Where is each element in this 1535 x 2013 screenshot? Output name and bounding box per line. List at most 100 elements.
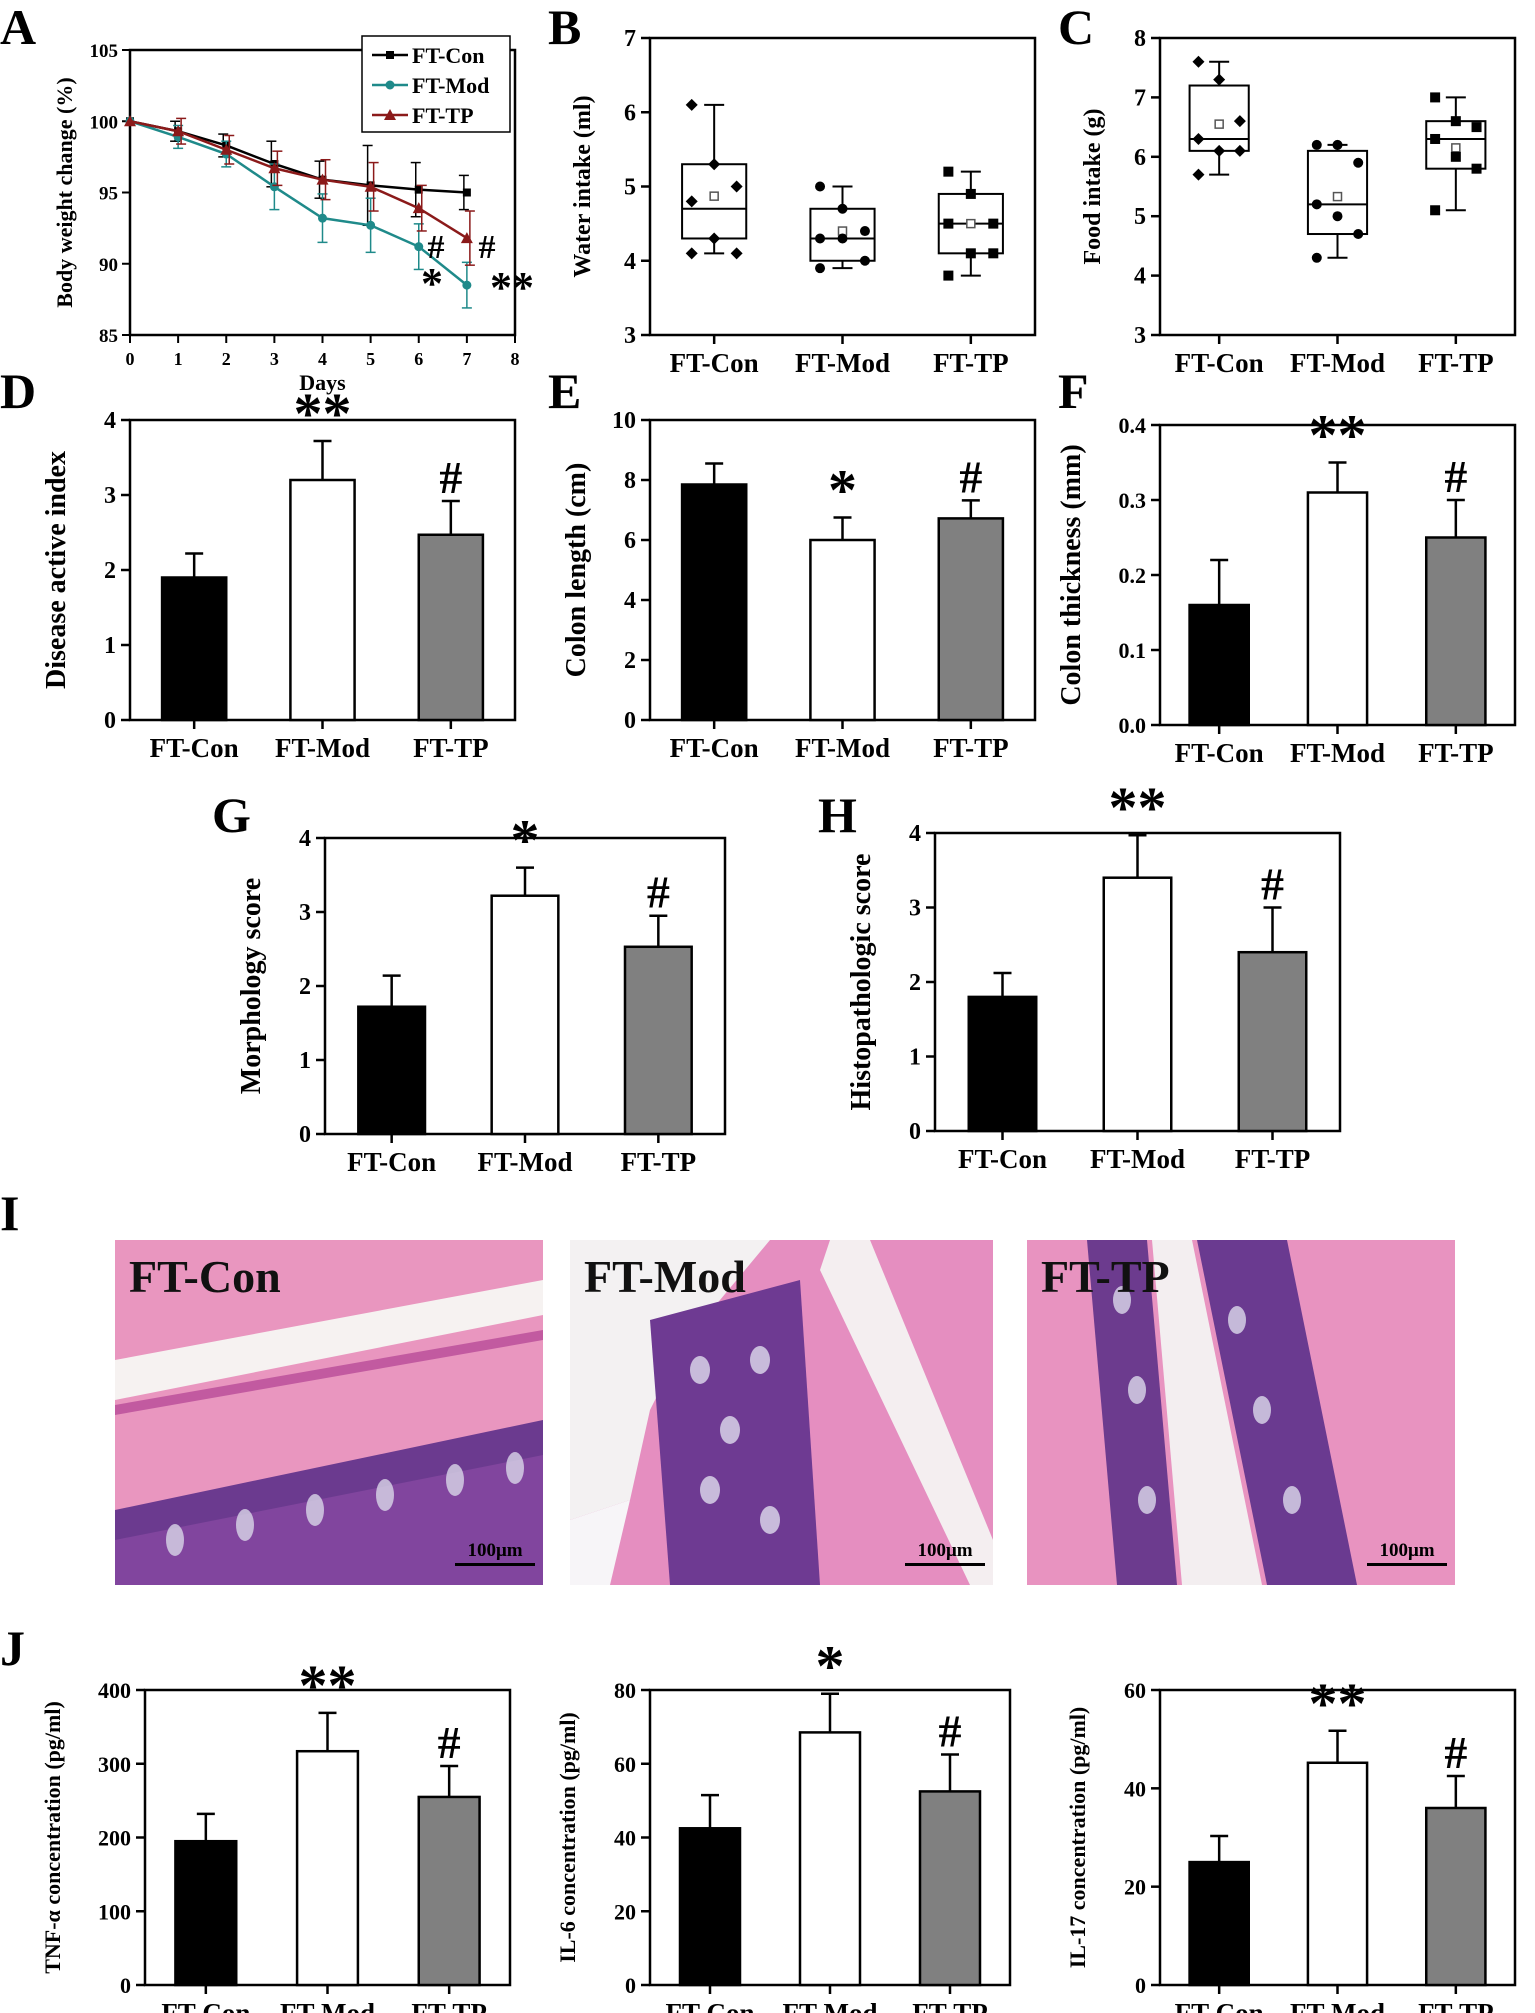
data-point [414,242,424,252]
scale-bar-label: 100μm [1379,1540,1435,1561]
chart-a: 0 1 2 3 4 5 6 7 8 85 90 95 100 105 Days Body weight cha… [52,35,534,395]
significance-mark: ** [1309,1671,1367,1736]
bar [1102,876,1173,1133]
data-point [1450,116,1461,127]
bar [1188,1860,1251,1987]
data-point [1192,132,1205,145]
bar [1306,491,1369,727]
data-point [1192,55,1205,68]
data-point [685,195,698,208]
bar [680,483,748,722]
y-axis-label: IL-6 concentration (pg/ml) [555,1712,580,1963]
panel-letters: A B C D E F G H I J [0,0,1094,1676]
bar [623,945,693,1136]
y-tick-label: 0.4 [1119,413,1147,438]
significance-mark: # [647,867,670,918]
panel-letter-b: B [548,0,581,55]
data-point [815,263,826,274]
panel-letter-g: G [212,787,251,843]
chart-j2: 0 20 40 60 80 IL-6 concentration (pg/ml) FT-Co… [555,1634,1012,2013]
data-point [414,185,423,194]
significance-mark: # [1444,451,1467,502]
bar [417,533,485,722]
chart-b: 3 4 5 6 7 Water intake (ml) FT-Con FT-Mod FT-TP [570,26,1037,378]
x-tick-label: 0 [126,349,135,369]
significance-mark: # [479,229,496,266]
y-tick-label: 2 [299,974,311,1000]
mean-marker [1451,143,1461,153]
significance-mark: # [438,1717,461,1768]
y-tick-label: 95 [99,184,118,205]
data-point [1450,151,1461,162]
histology-texture [570,1240,993,1585]
bar [678,1827,742,1987]
panel-letter-h: H [818,787,857,843]
y-tick-label: 0.3 [1119,488,1147,513]
y-axis-label: Body weight change (%) [52,77,77,307]
y-axis-label: Morphology score [236,878,267,1094]
x-tick-label: FT-Con [670,733,759,763]
bar [295,1749,360,1987]
data-point [988,248,999,259]
data-point [1192,168,1205,181]
data-point [364,180,377,192]
y-tick-label: 1 [104,633,116,659]
data-point [268,162,281,174]
y-axis-label: IL-17 concentration (pg/ml) [1065,1707,1090,1969]
x-tick-label: 6 [414,349,423,369]
y-axis-label: Colon thickness (mm) [1056,444,1087,705]
x-tick-label: FT-Mod [477,1147,572,1177]
y-tick-label: 8 [1134,26,1146,52]
y-tick-label: 0 [909,1119,921,1145]
bar [1306,1761,1369,1987]
data-point [1353,157,1364,168]
bar [798,1731,862,1987]
panel-letter-f: F [1058,363,1089,419]
data-point [708,232,721,245]
chart-g: 0 1 2 3 4 Morphology score FT-Con FT-Mod * FT-TP # [236,808,727,1177]
bar [490,894,560,1136]
y-tick-label: 300 [98,1752,131,1777]
y-tick-label: 100 [98,1899,131,1924]
data-point [124,115,136,127]
y-tick-label: 0.1 [1119,638,1147,663]
y-tick-label: 6 [624,100,636,126]
data-point [1430,92,1441,103]
x-tick-label: FT-Con [1175,1998,1264,2013]
scale-bar-line [455,1563,535,1566]
significance-mark: # [439,452,462,503]
data-point [837,233,848,244]
x-tick-label: FT-Con [1175,738,1264,768]
x-tick-label: FT-Mod [1290,738,1385,768]
x-tick-label: FT-Mod [782,1998,877,2013]
y-tick-label: 2 [909,970,921,996]
y-tick-label: 0 [299,1122,311,1148]
legend-label: FT-Mod [412,73,489,98]
data-point [837,203,848,214]
data-point [943,218,954,229]
scale-bar: 100μm [905,1540,985,1566]
y-tick-label: 40 [1124,1776,1146,1801]
panel-letter-i: I [0,1185,19,1241]
y-tick-label: 0.2 [1119,563,1147,588]
y-axis-label: Colon length (cm) [561,463,592,678]
chart-j3: 0 20 40 60 IL-17 concentration (pg/ml) FT-Con… [1065,1671,1517,2013]
chart-h: 0 1 2 3 4 Histopathologic score FT-Con FT-Mod **… [846,775,1342,1174]
x-tick-label: FT-Mod [1290,348,1385,378]
data-point [1430,205,1441,216]
y-tick-label: 0 [120,1973,131,1998]
chart-d: 0 1 2 3 4 Disease active index FT-Con FT-Mod ** F… [41,381,517,763]
data-point [1332,211,1343,222]
y-axis-label: Disease active index [41,451,72,689]
data-point [220,143,233,155]
y-tick-label: 200 [98,1826,131,1851]
chart-c: 3 4 5 6 7 8 Food intake (g) FT-Con FT-Mod FT-TP [1080,26,1517,378]
x-tick-label: FT-Con [1175,348,1264,378]
y-tick-label: 1 [909,1045,921,1071]
significance-mark: # [959,451,982,502]
data-point [1332,139,1343,150]
y-tick-label: 90 [99,255,118,276]
panel-letter-a: A [0,0,36,55]
